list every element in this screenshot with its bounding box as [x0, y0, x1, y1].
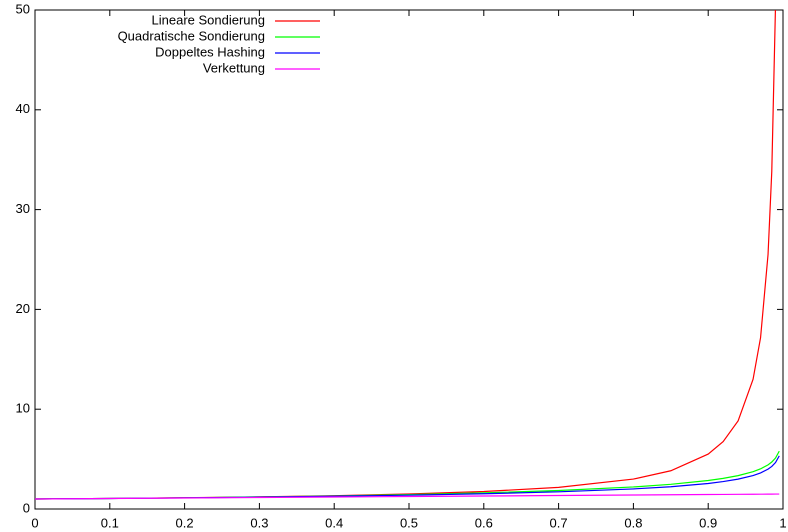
legend-label: Quadratische Sondierung	[118, 28, 265, 43]
x-tick-label: 0.8	[624, 515, 642, 530]
x-tick-label: 0.3	[250, 515, 268, 530]
legend-label: Lineare Sondierung	[152, 12, 265, 27]
y-tick-label: 20	[16, 301, 30, 316]
plot-area	[35, 10, 780, 500]
plot-border	[34, 9, 784, 510]
x-tick-label: 0.2	[176, 515, 194, 530]
x-tick-label: 0.1	[101, 515, 119, 530]
y-tick-label: 10	[16, 401, 30, 416]
x-tick-label: 0.4	[325, 515, 343, 530]
legend-label: Verkettung	[203, 60, 265, 75]
x-tick-label: 0.5	[400, 515, 418, 530]
x-tick-label: 0.9	[699, 515, 717, 530]
y-tick-label: 50	[16, 1, 30, 16]
line-series	[35, 10, 777, 500]
x-tick-label: 1	[779, 515, 786, 530]
x-tick-label: 0.7	[550, 515, 568, 530]
line-series	[35, 493, 780, 500]
legend-label: Doppeltes Hashing	[155, 44, 265, 59]
y-tick-label: 30	[16, 201, 30, 216]
line-series	[35, 450, 780, 500]
y-tick-label: 0	[23, 500, 30, 515]
y-tick-label: 40	[16, 101, 30, 116]
x-tick-label: 0	[31, 515, 38, 530]
line-series	[35, 455, 780, 500]
x-tick-label: 0.6	[475, 515, 493, 530]
